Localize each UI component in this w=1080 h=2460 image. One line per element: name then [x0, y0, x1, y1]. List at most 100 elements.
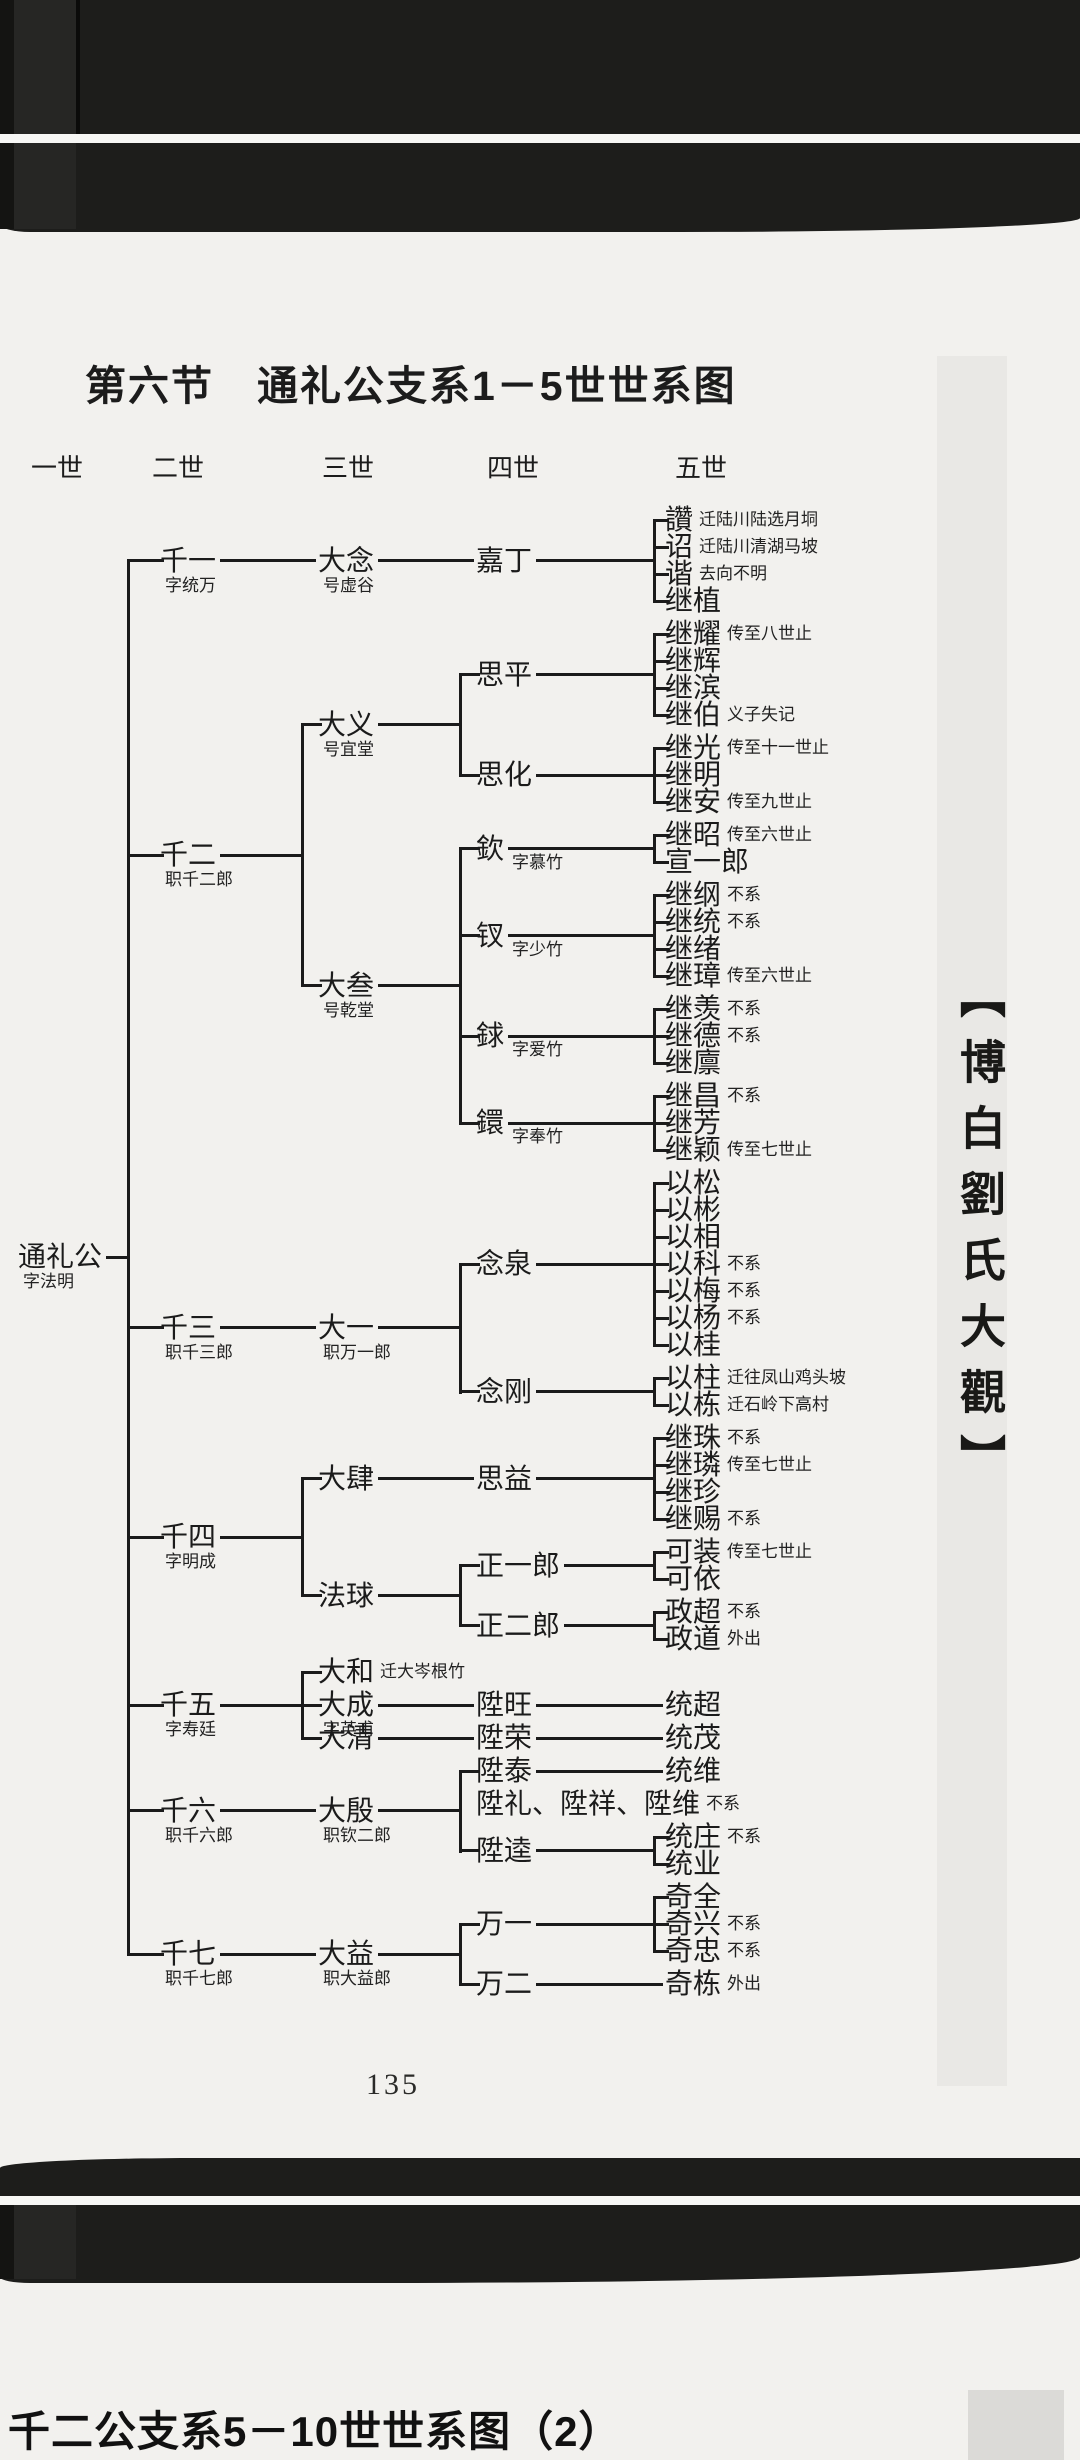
tree-connector-line [653, 1518, 669, 1521]
tree-connector-line [378, 1737, 474, 1740]
tree-connector-line [301, 1477, 322, 1480]
person-name: 陞逵 [476, 1835, 533, 1866]
person-name: 继纲 [665, 879, 722, 910]
person-note: 外出 [727, 1974, 761, 1993]
person-name: 以科 [665, 1248, 722, 1279]
book-spine-edge-top [0, 0, 14, 134]
tree-connector-line [459, 1849, 480, 1852]
person-name: 大成 [318, 1689, 375, 1720]
tree-connector-line [653, 861, 669, 864]
person-name: 可装 [665, 1536, 722, 1567]
tree-connector-line [508, 1122, 654, 1125]
tree-bracket-line [653, 1611, 656, 1641]
tree-connector-line [653, 1035, 669, 1038]
tree-connector-line [378, 1594, 460, 1597]
generation-header-3: 三世 [322, 453, 375, 483]
person-name: 陞泰 [476, 1755, 533, 1786]
tree-connector-line [653, 948, 669, 951]
person-note: 字奉竹 [512, 1127, 563, 1146]
person-name: 讚 [665, 504, 694, 535]
tree-bracket-line [653, 834, 656, 864]
person-name: 继颖 [665, 1134, 722, 1165]
person-name: 继光 [665, 732, 722, 763]
tree-connector-line [564, 1624, 654, 1627]
person-note: 字少竹 [512, 940, 563, 959]
tree-connector-line [653, 801, 669, 804]
person-note: 不系 [727, 999, 761, 1018]
tree-connector-line [653, 921, 669, 924]
tree-connector-line [653, 1095, 669, 1098]
person-name: 继安 [665, 786, 722, 817]
person-note: 迁陆川陆选月垌 [699, 510, 818, 529]
tree-connector-line [653, 774, 669, 777]
tree-connector-line [653, 519, 669, 522]
generation-header-1: 一世 [31, 453, 84, 483]
person-note: 迁石岭下高村 [727, 1395, 829, 1414]
person-note: 不系 [727, 1086, 761, 1105]
person-name: 思化 [476, 759, 533, 790]
person-note: 字爱竹 [512, 1040, 563, 1059]
tree-connector-line [653, 1149, 669, 1152]
tree-bracket-line [459, 847, 462, 1125]
tree-connector-line [653, 633, 669, 636]
person-name: 政超 [665, 1596, 722, 1627]
tree-connector-line [378, 1704, 474, 1707]
person-name: 嘉丁 [476, 545, 533, 576]
person-name: 正二郎 [476, 1610, 561, 1641]
person-note: 不系 [727, 1941, 761, 1960]
person-name: 念刚 [476, 1376, 533, 1407]
tree-connector-line [653, 573, 669, 576]
tree-connector-line [508, 934, 654, 937]
person-note: 职大益郎 [323, 1969, 391, 1988]
person-note: 不系 [727, 885, 761, 904]
tree-connector-line [536, 673, 654, 676]
person-name: 万一 [476, 1908, 533, 1939]
person-name: 以相 [665, 1221, 722, 1252]
page-number: 135 [366, 2068, 420, 2101]
person-name: 以桂 [665, 1329, 722, 1360]
person-note: 不系 [727, 1254, 761, 1273]
person-name: 大念 [318, 545, 375, 576]
person-note: 职千三郎 [165, 1343, 233, 1362]
person-note: 号宜堂 [323, 740, 374, 759]
tree-connector-line [653, 687, 669, 690]
tree-connector-line [536, 774, 654, 777]
person-name: 继廪 [665, 1047, 722, 1078]
tree-connector-line [653, 546, 669, 549]
person-name: 思益 [476, 1463, 533, 1494]
generation-header-5: 五世 [675, 453, 728, 483]
tree-connector-line [536, 1263, 654, 1266]
tree-connector-line [220, 854, 302, 857]
person-note: 字英甫 [323, 1720, 374, 1739]
person-note: 不系 [727, 1281, 761, 1300]
tree-bracket-line [459, 1770, 462, 1853]
person-note: 去向不明 [699, 564, 767, 583]
person-name: 统维 [665, 1755, 722, 1786]
person-note: 字明成 [165, 1552, 216, 1571]
person-note: 职千六郎 [165, 1826, 233, 1845]
person-note: 字慕竹 [512, 853, 563, 872]
tree-connector-line [653, 1491, 669, 1494]
tree-bracket-line [653, 1377, 656, 1407]
person-note: 职钦二郎 [323, 1826, 391, 1845]
person-note: 传至十一世止 [727, 738, 829, 757]
tree-connector-line [508, 847, 654, 850]
person-note: 传至七世止 [727, 1140, 812, 1159]
scan-gap-bottom [0, 2196, 1080, 2205]
person-name: 陞旺 [476, 1689, 533, 1720]
tree-connector-line [459, 1923, 480, 1926]
tree-connector-line [653, 975, 669, 978]
tree-connector-line [536, 1770, 663, 1773]
person-name: 继昌 [665, 1080, 722, 1111]
next-page-side-band [968, 2390, 1064, 2460]
tree-connector-line [653, 1344, 669, 1347]
tree-connector-line [220, 1953, 316, 1956]
person-note: 不系 [727, 1914, 761, 1933]
person-name: 继昭 [665, 819, 722, 850]
tree-connector-line [459, 1390, 480, 1393]
tree-connector-line [653, 714, 669, 717]
tree-bracket-line [459, 673, 462, 777]
person-name: 大和 [318, 1656, 375, 1687]
tree-connector-line [220, 1536, 302, 1539]
